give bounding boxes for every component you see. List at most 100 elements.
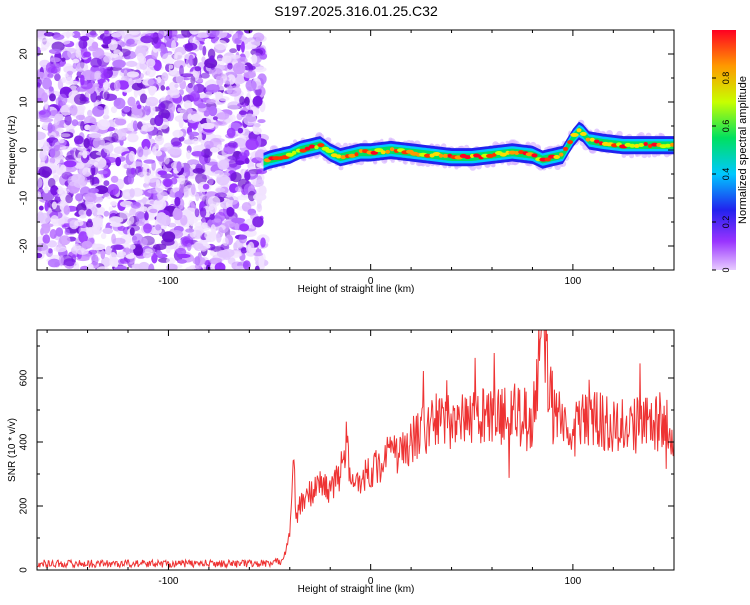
noise-blob [247,241,255,254]
noise-blob [153,150,163,157]
track-hot-spot [374,148,384,153]
noise-blob [110,244,125,250]
noise-blob [204,231,213,240]
noise-blob [143,223,152,234]
noise-blob [80,46,88,59]
noise-blob [76,248,89,255]
noise-blob [166,88,180,96]
track-hot-spot [473,153,481,158]
spectrogram-x-tick-label: -100 [158,276,178,287]
noise-blob [86,227,95,239]
noise-blob [158,103,166,111]
noise-blob [97,119,111,131]
noise-blob [110,106,118,114]
noise-blob [97,170,108,175]
noise-blob [113,259,119,268]
noise-blob [156,250,163,257]
noise-blob [86,143,93,152]
noise-blob [72,243,81,251]
noise-blob [180,214,188,226]
noise-blob [42,234,51,244]
noise-blob [44,200,49,212]
noise-blob [191,151,205,157]
spectrogram-x-tick-label: 100 [565,276,582,287]
noise-blob [228,30,234,35]
noise-blob [186,242,192,252]
noise-blob [116,128,127,141]
noise-blob [61,57,66,62]
noise-blob [150,104,156,116]
noise-blob [55,227,64,237]
track-hot-spot [553,155,560,159]
noise-blob [37,191,42,201]
noise-blob [206,30,220,38]
noise-blob [133,245,144,256]
noise-blob [128,77,134,87]
noise-blob [226,127,236,138]
noise-blob [216,112,230,120]
noise-blob [187,107,193,114]
noise-blob [69,104,78,116]
noise-blob [194,66,202,72]
colorbar-ticks: 0 0.2 0.4 0.6 0.8 [712,72,731,273]
noise-blob [48,86,54,92]
noise-blob [185,266,194,270]
noise-blob [75,49,80,58]
noise-blob [253,252,263,257]
noise-blob [119,210,129,220]
track-hot-spot [567,140,573,145]
noise-blob [75,114,86,121]
noise-blob [137,171,151,178]
noise-blob [191,183,196,196]
noise-blob [206,99,216,104]
noise-blob [59,164,67,173]
noise-blob [178,182,185,194]
track-halo [629,153,635,159]
colorbar-tick-label: 0.6 [721,120,731,133]
noise-blob [100,232,107,240]
noise-blob [155,135,165,146]
noise-blob [215,187,226,193]
spectrogram-y-ticks: -20 -10 0 10 20 [19,29,674,271]
noise-blob [166,257,176,265]
noise-blob [258,255,265,267]
noise-blob [163,179,172,188]
noise-blob [144,211,149,221]
noise-blob [50,215,59,225]
noise-blob [47,122,53,134]
noise-blob [202,45,207,56]
noise-blob [199,207,207,218]
noise-blob [41,175,50,187]
noise-blob [210,250,215,256]
noise-blob [212,116,218,121]
noise-blob [136,104,142,110]
noise-blob [213,170,224,178]
noise-blob [154,114,164,127]
noise-blob [183,100,193,109]
noise-blob [129,227,135,236]
noise-blob [165,244,171,254]
colorbar: 0 0.2 0.4 0.6 0.8 Normalized spectral amplit… [712,30,749,273]
noise-blob [39,117,54,123]
noise-blob [49,229,57,239]
noise-blob [214,192,227,198]
noise-blob [240,247,248,254]
noise-blob [73,261,80,270]
track-hot-spot [304,146,311,151]
noise-blob [37,46,42,57]
noise-blob [222,237,229,247]
noise-blob [144,248,153,254]
noise-blob [230,172,242,183]
noise-blob [188,131,200,137]
noise-blob [139,73,144,79]
track-hot-spot [514,151,520,155]
noise-blob [133,240,140,245]
noise-blob [131,263,142,269]
noise-blob [178,117,184,129]
track-hot-spot [272,156,281,161]
noise-blob [87,263,94,270]
noise-blob [59,146,74,151]
noise-blob [38,205,44,211]
